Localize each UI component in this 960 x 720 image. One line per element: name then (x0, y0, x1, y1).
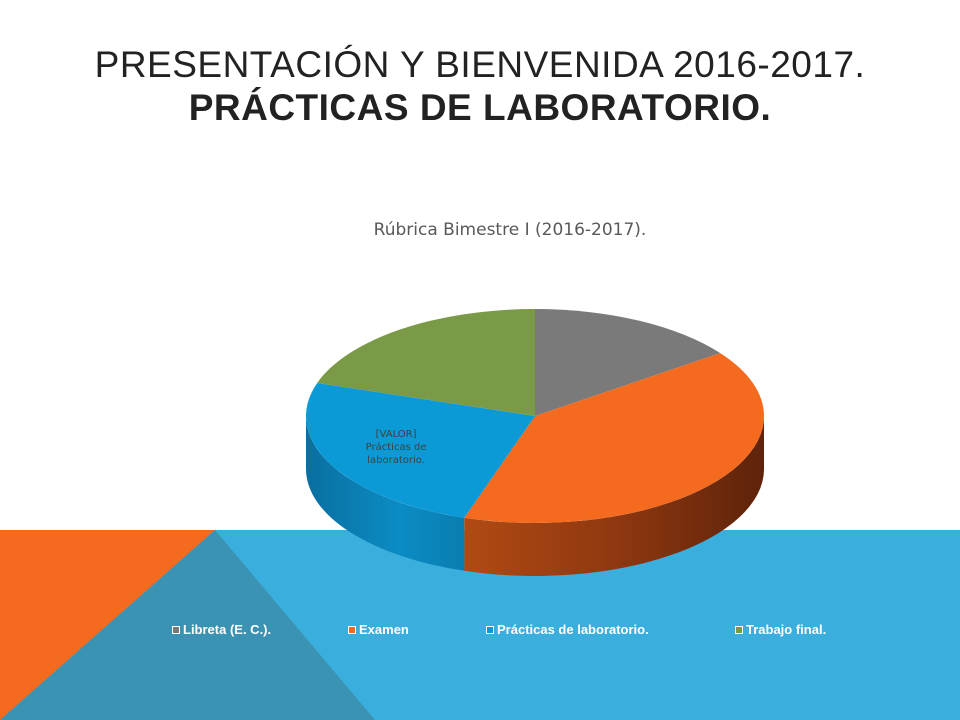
legend-item-trabajo: Trabajo final. (735, 622, 826, 637)
legend-item-examen: Examen (348, 622, 409, 637)
legend-swatch-practicas (486, 625, 494, 634)
legend-item-libreta: Libreta (E. C.). (172, 622, 271, 637)
pie-slice-libreta (535, 309, 721, 416)
legend-label-trabajo: Trabajo final. (746, 622, 827, 637)
legend-label-practicas: Prácticas de laboratorio. (497, 622, 649, 637)
legend-swatch-trabajo (735, 625, 743, 634)
pie-slice-examen (464, 353, 764, 523)
legend-item-practicas: Prácticas de laboratorio. (486, 622, 649, 637)
slide-title-line1: PRESENTACIÓN Y BIENVENIDA 2016-2017. (94, 44, 866, 85)
corner-teal-triangle (0, 530, 375, 720)
chart-legend: Libreta (E. C.). Examen Prácticas de lab… (0, 622, 960, 638)
pie-side-examen (464, 416, 764, 576)
pie-side-practicas (306, 416, 465, 571)
slide-title: PRESENTACIÓN Y BIENVENIDA 2016-2017. PRÁ… (0, 44, 960, 130)
pie-sides (306, 416, 764, 576)
pie-tops (306, 309, 764, 523)
legend-label-examen: Examen (359, 622, 409, 637)
data-label-practicas: [VALOR] Prácticas de laboratorio. (366, 429, 427, 466)
slide-title-line2: PRÁCTICAS DE LABORATORIO. (188, 87, 772, 128)
chart-title: Rúbrica Bimestre I (2016-2017). (373, 220, 647, 240)
legend-label-libreta: Libreta (E. C.). (183, 622, 272, 637)
legend-swatch-libreta (172, 625, 180, 634)
pie-slice-trabajo (317, 309, 535, 416)
pie-slice-practicas (306, 382, 535, 518)
legend-swatch-examen (348, 625, 356, 634)
pie-data-labels: [VALOR] Prácticas de laboratorio. (366, 429, 427, 466)
